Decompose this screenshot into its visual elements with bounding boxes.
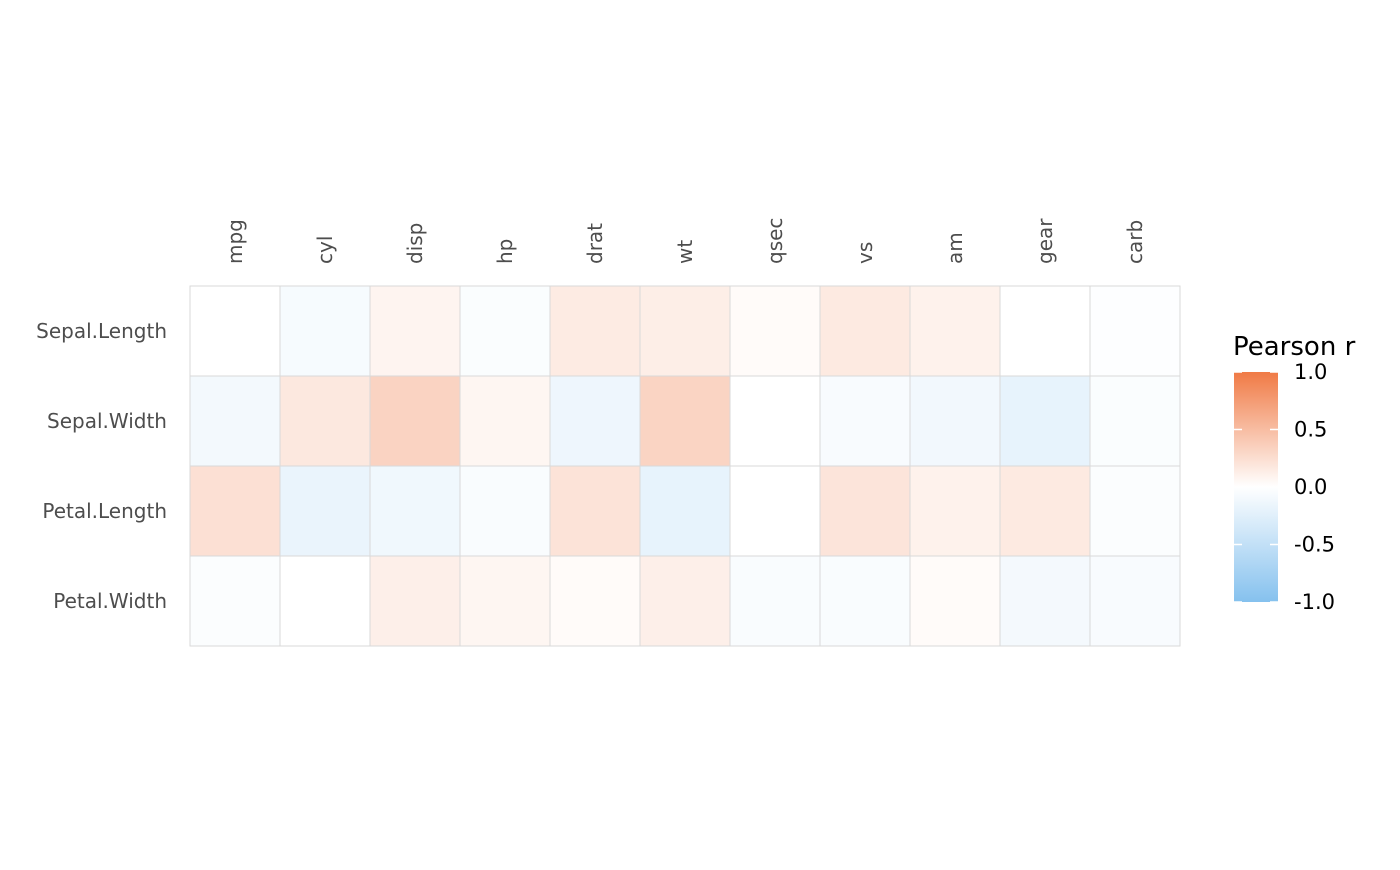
heatmap-cell <box>189 555 281 647</box>
legend-tick-label: 0.5 <box>1294 418 1327 442</box>
heatmap-cell <box>639 465 731 557</box>
heatmap-cell <box>819 555 911 647</box>
heatmap-cell <box>1089 465 1181 557</box>
x-tick-label: carb <box>1123 220 1147 264</box>
y-tick-label: Sepal.Width <box>47 409 167 433</box>
heatmap-cell <box>819 465 911 557</box>
heatmap-cell <box>999 375 1091 467</box>
heatmap-cell <box>549 465 641 557</box>
heatmap-cell <box>189 285 281 377</box>
x-tick-label: am <box>943 232 967 264</box>
legend-tick-label: -1.0 <box>1294 590 1335 614</box>
legend-title: Pearson r <box>1233 332 1356 362</box>
legend-tick-label: -0.5 <box>1294 533 1335 557</box>
y-tick-label: Sepal.Length <box>36 319 167 343</box>
x-tick-label: cyl <box>313 236 337 264</box>
x-tick-label: wt <box>673 240 697 264</box>
color-legend: Pearson r 1.0 0.5 0.0 -0.5 -1.0 <box>1233 332 1356 614</box>
heatmap-cell <box>639 555 731 647</box>
heatmap-cell <box>279 285 371 377</box>
heatmap-cell <box>1089 555 1181 647</box>
heatmap-cell <box>549 375 641 467</box>
x-tick-label: qsec <box>763 218 787 264</box>
heatmap-cell <box>189 375 281 467</box>
y-tick-label: Petal.Length <box>42 499 167 523</box>
legend-ticks: 1.0 0.5 0.0 -0.5 -1.0 <box>1234 360 1335 614</box>
heatmap-cell <box>549 285 641 377</box>
heatmap-cell <box>729 285 821 377</box>
heatmap-cell <box>999 465 1091 557</box>
heatmap-cell <box>639 285 731 377</box>
heatmap-cell <box>999 285 1091 377</box>
heatmap-cell <box>639 375 731 467</box>
x-tick-label: vs <box>853 242 877 264</box>
heatmap-cells <box>189 285 1181 647</box>
heatmap-cell <box>1089 285 1181 377</box>
heatmap-cell <box>279 555 371 647</box>
x-tick-label: gear <box>1033 218 1057 264</box>
legend-tick-label: 1.0 <box>1294 360 1327 384</box>
x-axis-tick-labels: mpg cyl disp hp drat wt qsec vs am gear carb <box>223 218 1147 264</box>
heatmap-cell <box>459 465 551 557</box>
heatmap-cell <box>909 285 1001 377</box>
heatmap-cell <box>1089 375 1181 467</box>
heatmap-cell <box>369 465 461 557</box>
legend-tick-label: 0.0 <box>1294 475 1327 499</box>
heatmap-cell <box>909 555 1001 647</box>
y-tick-label: Petal.Width <box>53 589 167 613</box>
heatmap-cell <box>459 555 551 647</box>
x-tick-label: drat <box>583 223 607 264</box>
y-axis-tick-labels: Sepal.Length Sepal.Width Petal.Length Petal… <box>36 319 167 613</box>
heatmap-cell <box>369 285 461 377</box>
heatmap-cell <box>999 555 1091 647</box>
heatmap-cell <box>729 555 821 647</box>
heatmap-cell <box>459 375 551 467</box>
heatmap-cell <box>819 285 911 377</box>
heatmap-cell <box>549 555 641 647</box>
heatmap-cell <box>909 375 1001 467</box>
heatmap-cell <box>189 465 281 557</box>
heatmap-cell <box>369 375 461 467</box>
heatmap-cell <box>729 375 821 467</box>
heatmap-cell <box>729 465 821 557</box>
x-tick-label: mpg <box>223 219 247 264</box>
heatmap-cell <box>369 555 461 647</box>
x-tick-label: disp <box>403 223 427 264</box>
heatmap-cell <box>909 465 1001 557</box>
heatmap-cell <box>459 285 551 377</box>
heatmap-cell <box>819 375 911 467</box>
heatmap-cell <box>279 375 371 467</box>
x-tick-label: hp <box>493 239 517 264</box>
heatmap-cell <box>279 465 371 557</box>
